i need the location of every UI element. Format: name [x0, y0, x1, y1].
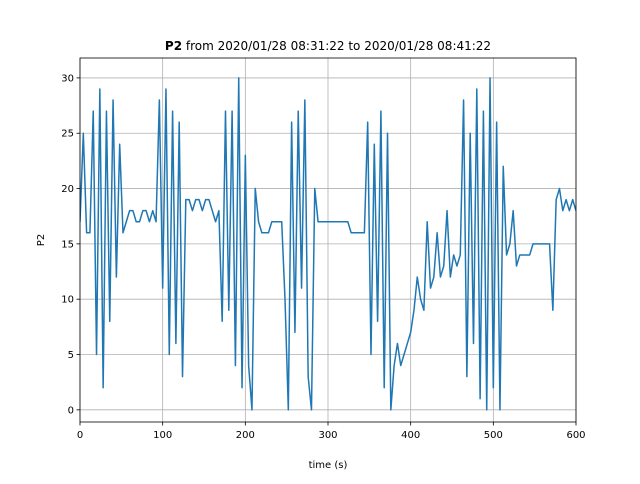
- x-tick-label: 500: [484, 430, 503, 441]
- x-tick-label: 0: [77, 430, 83, 441]
- x-tick-label: 100: [153, 430, 172, 441]
- y-tick-label: 25: [61, 129, 74, 140]
- y-tick-label: 15: [61, 239, 74, 250]
- y-tick-label: 10: [61, 295, 74, 306]
- y-tick-label: 5: [68, 350, 74, 361]
- y-tick-label: 30: [61, 73, 74, 84]
- title-prefix: P2: [165, 39, 182, 53]
- y-tick-label: 20: [61, 184, 74, 195]
- title-text: from 2020/01/28 08:31:22 to 2020/01/28 0…: [186, 39, 491, 53]
- y-tick-label: 0: [68, 405, 74, 416]
- x-tick-label: 400: [401, 430, 420, 441]
- plot-frame: [79, 57, 577, 423]
- x-tick-label: 600: [566, 430, 585, 441]
- x-tick-label: 200: [236, 430, 255, 441]
- chart-title: P2 from 2020/01/28 08:31:22 to 2020/01/2…: [165, 39, 491, 53]
- x-axis-label: time (s): [309, 460, 348, 471]
- x-tick-label: 300: [318, 430, 337, 441]
- y-axis-label: P2: [36, 234, 47, 246]
- data-line: [80, 77, 576, 411]
